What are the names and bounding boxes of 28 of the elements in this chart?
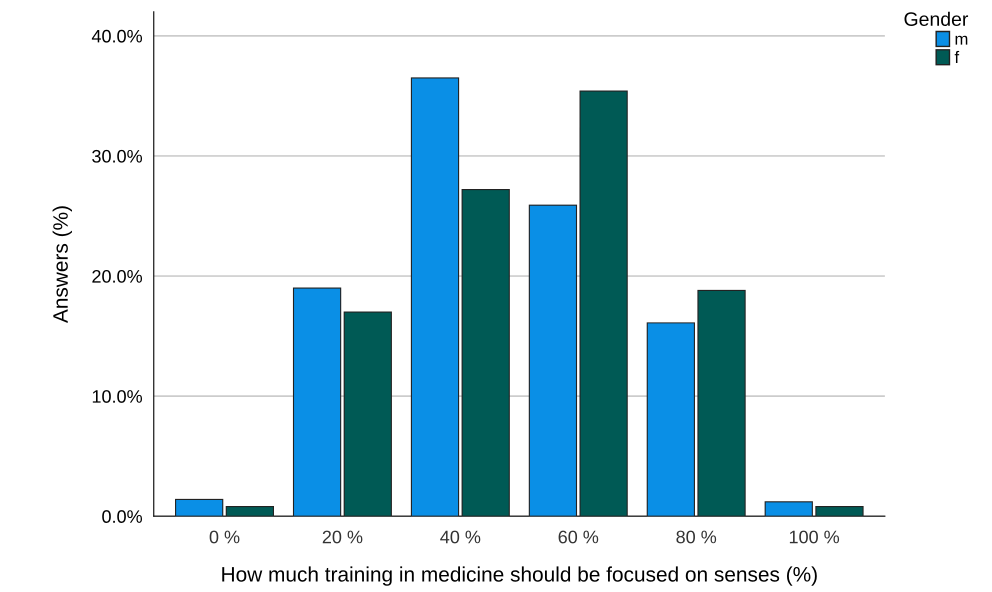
x-tick-label: 100 %: [790, 530, 840, 544]
x-axis-title: How much training in medicine should be focused on senses (%): [222, 566, 817, 586]
y-tick-label: 40.0%: [92, 30, 142, 43]
x-tick-label: 40 %: [440, 530, 480, 544]
x-tick-label: 20 %: [322, 530, 362, 544]
legend-title: Gender: [904, 12, 968, 26]
bar: [410, 77, 460, 516]
bar: [764, 501, 813, 516]
y-tick-label: 10.0%: [92, 390, 142, 403]
y-tick-label: 0.0%: [102, 510, 142, 523]
bar: [226, 506, 274, 516]
y-tick-label: 30.0%: [92, 150, 142, 163]
legend-label: m: [956, 36, 968, 45]
bar: [175, 498, 224, 516]
x-tick-label: 80 %: [676, 530, 716, 544]
bar: [528, 204, 578, 516]
x-tick-label: 60 %: [558, 530, 598, 544]
bar: [292, 287, 342, 516]
bar: [462, 189, 510, 516]
bar: [344, 312, 392, 516]
bar: [646, 322, 695, 516]
legend-label: f: [954, 50, 960, 63]
y-axis-title: Answers (%): [52, 206, 72, 324]
x-tick-label: 0 %: [210, 530, 240, 544]
bar: [579, 90, 628, 516]
y-tick-label: 20.0%: [92, 270, 142, 283]
bar: [815, 506, 864, 516]
bar: [697, 290, 746, 516]
